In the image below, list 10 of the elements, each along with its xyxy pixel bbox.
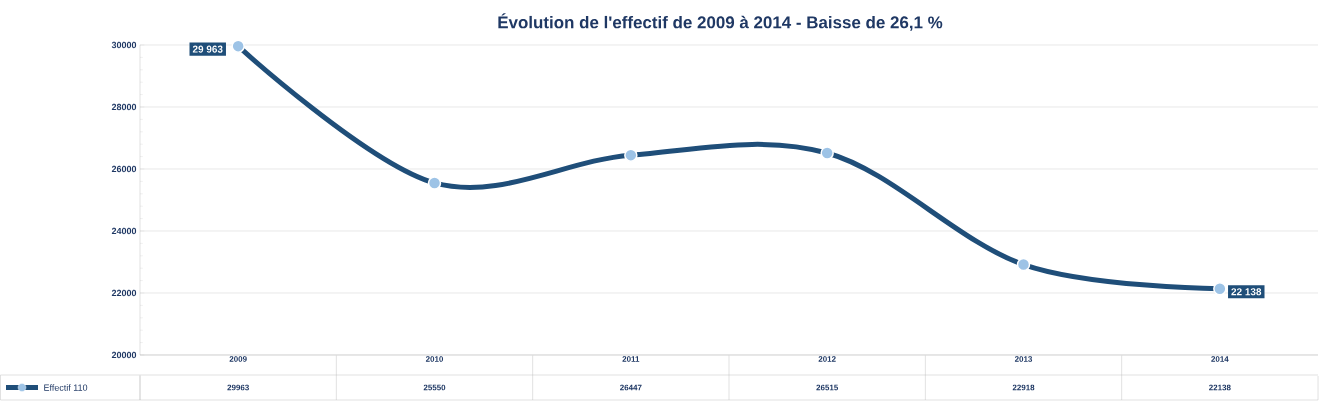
annotation: 29 963 [192, 45, 223, 53]
y-tick-label: 24000 [111, 227, 137, 235]
chart-title: Évolution de l'effectif de 2009 à 2014 - Baisse de 26,1 % [498, 13, 943, 31]
y-tick-label: 28000 [111, 103, 137, 111]
y-tick-label: 20000 [111, 351, 137, 359]
annotation: 22 138 [1231, 288, 1262, 296]
legend-label: Effectif 110 [44, 384, 88, 391]
y-tick-label: 22000 [111, 289, 137, 297]
y-tick-label: 26000 [111, 165, 137, 173]
y-tick-label: 30000 [111, 41, 137, 49]
